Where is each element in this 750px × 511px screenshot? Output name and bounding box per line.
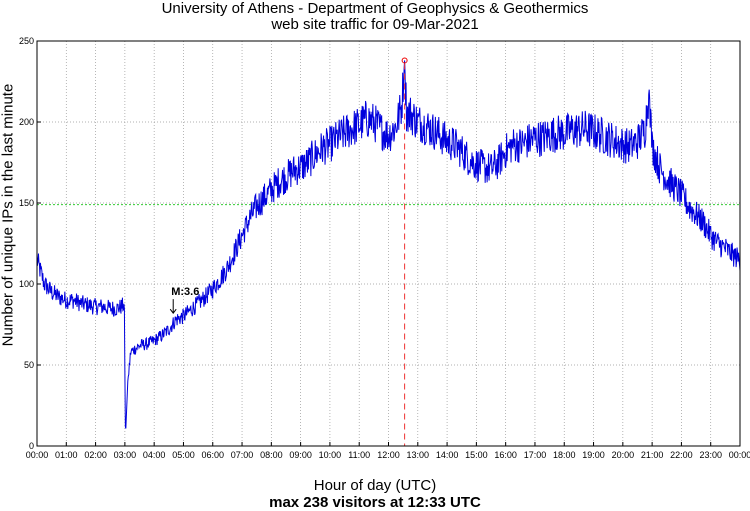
x-tick-label: 00:00 <box>26 450 49 460</box>
x-tick-label: 00:00 <box>729 450 750 460</box>
x-tick-label: 22:00 <box>670 450 693 460</box>
series-line <box>36 60 741 429</box>
x-tick-label: 19:00 <box>582 450 605 460</box>
y-tick-label: 0 <box>29 441 34 451</box>
x-tick-label: 12:00 <box>377 450 400 460</box>
x-tick-label: 04:00 <box>143 450 166 460</box>
x-tick-label: 07:00 <box>231 450 254 460</box>
max-visitors-note: max 238 visitors at 12:33 UTC <box>269 494 481 511</box>
x-tick-label: 17:00 <box>524 450 547 460</box>
y-tick-label: 150 <box>19 198 34 208</box>
x-tick-label: 13:00 <box>407 450 430 460</box>
annotation-arrow <box>169 299 177 314</box>
chart-subtitle: web site traffic for 09-Mar-2021 <box>271 16 479 33</box>
y-tick-label: 250 <box>19 36 34 46</box>
annotation-label: M:3.6 <box>171 286 199 298</box>
x-tick-label: 08:00 <box>260 450 283 460</box>
x-tick-label: 01:00 <box>55 450 78 460</box>
x-tick-label: 20:00 <box>612 450 635 460</box>
x-tick-label: 09:00 <box>289 450 312 460</box>
x-tick-label: 03:00 <box>114 450 137 460</box>
y-tick-label: 100 <box>19 279 34 289</box>
x-tick-label: 18:00 <box>553 450 576 460</box>
chart-title: University of Athens - Department of Geo… <box>161 0 589 17</box>
x-tick-label: 06:00 <box>201 450 224 460</box>
x-tick-label: 02:00 <box>84 450 107 460</box>
x-tick-label: 16:00 <box>494 450 517 460</box>
x-tick-label: 14:00 <box>436 450 459 460</box>
x-tick-label: 10:00 <box>319 450 342 460</box>
x-tick-label: 15:00 <box>465 450 488 460</box>
x-tick-label: 05:00 <box>172 450 195 460</box>
y-tick-label: 200 <box>19 117 34 127</box>
y-axis-label: Number of unique IPs in the last minute <box>0 83 17 347</box>
y-tick-label: 50 <box>24 360 34 370</box>
x-tick-label: 11:00 <box>348 450 370 460</box>
x-tick-label: 23:00 <box>699 450 722 460</box>
max-point <box>401 57 408 64</box>
x-tick-label: 21:00 <box>641 450 664 460</box>
x-axis-label: Hour of day (UTC) <box>313 477 437 494</box>
